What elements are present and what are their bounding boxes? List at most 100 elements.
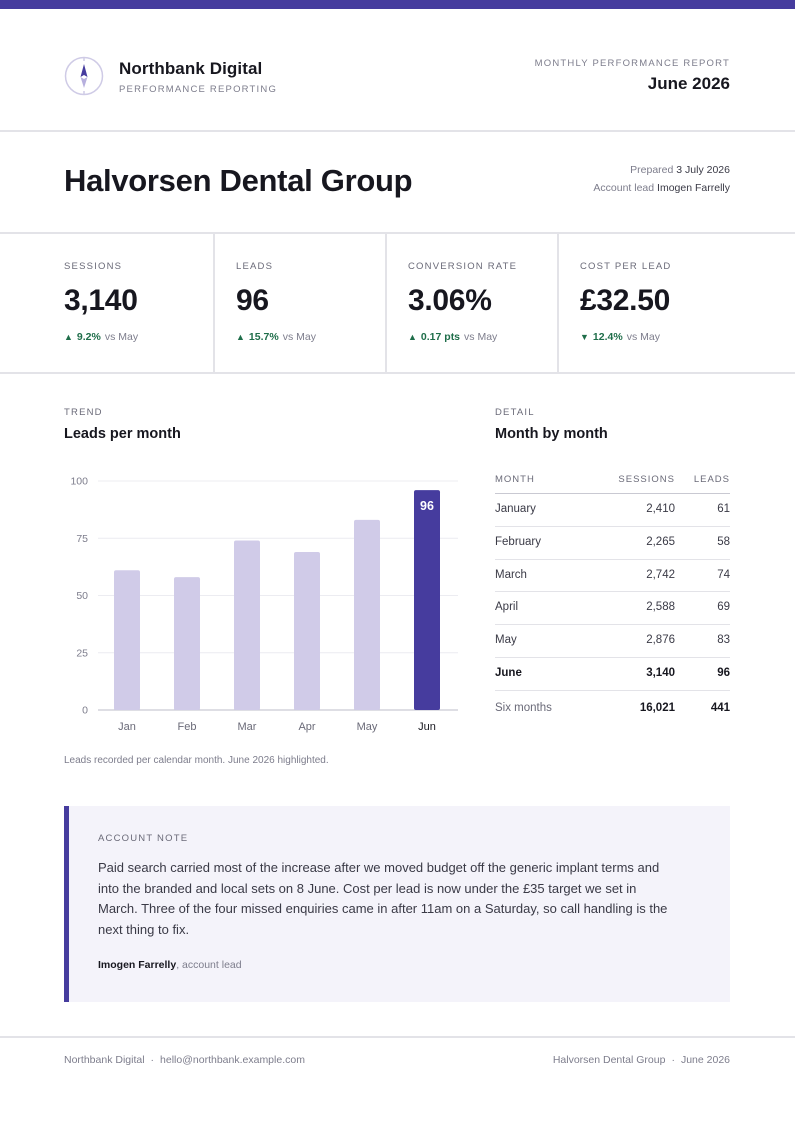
trend-title: Leads per month <box>64 426 181 442</box>
bar-data-label: 96 <box>420 499 434 513</box>
footer-divider <box>0 1036 795 1038</box>
kpi-card-leads: LEADS 96 ▲ 15.7% vs May <box>215 234 387 372</box>
prepared-value: 3 July 2026 <box>676 164 730 176</box>
y-tick-label: 50 <box>76 590 88 602</box>
column-header-leads: LEADS <box>693 474 730 485</box>
cell-month: May <box>495 634 517 647</box>
kpi-compare-label: vs May <box>282 331 316 343</box>
note-author-role: , account lead <box>176 959 242 971</box>
cell-sessions: 2,588 <box>646 601 675 614</box>
x-tick-label: Apr <box>298 721 315 733</box>
kpi-card-cost-per-lead: COST PER LEAD £32.50 ▼ 12.4% vs May <box>559 234 795 372</box>
kpi-change-value: 9.2% <box>76 331 101 343</box>
cell-sessions: 2,265 <box>646 535 675 548</box>
client-band: Halvorsen Dental Group Prepared 3 July 2… <box>0 132 795 234</box>
x-tick-label: Feb <box>178 721 197 733</box>
trend-up-icon: ▲ <box>408 332 417 342</box>
cell-month: January <box>495 503 536 515</box>
kpi-value: 3.06% <box>408 284 492 317</box>
chart-caption: Leads recorded per calendar month. June … <box>64 755 329 766</box>
bar-highlighted <box>414 490 440 710</box>
bar <box>174 577 200 710</box>
kpi-row: SESSIONS 3,140 ▲ 9.2% vs May LEADS 96 ▲ 15.… <box>0 234 795 374</box>
cell-total-leads: 441 <box>710 701 730 714</box>
bar <box>294 551 320 710</box>
cell-leads: 69 <box>717 601 730 614</box>
cell-month: February <box>495 535 542 548</box>
cell-leads: 58 <box>717 535 730 548</box>
kpi-compare-label: vs May <box>626 331 660 343</box>
bar <box>354 519 380 710</box>
x-tick-label: May <box>357 721 378 733</box>
accent-top-bar <box>0 0 795 9</box>
trend-down-icon: ▼ <box>580 332 589 342</box>
footer-client: Halvorsen Dental Group <box>552 1054 666 1066</box>
account-lead-name: Imogen Farrelly <box>657 182 730 194</box>
footer-right: Halvorsen Dental Group · June 2026 <box>553 1054 730 1066</box>
table-row: May 2,876 83 <box>495 625 730 658</box>
kpi-value: 3,140 <box>64 284 138 317</box>
kpi-label: COST PER LEAD <box>580 261 672 272</box>
kpi-value: £32.50 <box>580 284 670 317</box>
footer-separator: · <box>150 1054 155 1066</box>
table-row-highlighted: June 3,140 96 <box>495 658 730 691</box>
account-lead: Account lead Imogen Farrelly <box>593 182 730 194</box>
column-header-sessions: SESSIONS <box>618 474 675 485</box>
kpi-change: ▲ 0.17 pts vs May <box>408 331 497 343</box>
note-signature: Imogen Farrelly, account lead <box>98 959 242 971</box>
compass-icon <box>64 56 104 96</box>
kpi-change: ▲ 15.7% vs May <box>236 331 316 343</box>
cell-month: March <box>495 568 527 581</box>
account-lead-label: Account lead <box>593 182 655 194</box>
kpi-card-conversion-rate: CONVERSION RATE 3.06% ▲ 0.17 pts vs May <box>387 234 559 372</box>
kpi-label: CONVERSION RATE <box>408 261 518 272</box>
cell-month: April <box>495 601 519 614</box>
report-type-label: MONTHLY PERFORMANCE REPORT <box>534 58 730 69</box>
note-author: Imogen Farrelly <box>98 959 177 971</box>
footer-email: hello@northbank.example.com <box>160 1054 305 1066</box>
bar <box>234 540 260 710</box>
trend-up-icon: ▲ <box>64 332 73 342</box>
footer-company: Northbank Digital <box>64 1054 145 1066</box>
kpi-change-value: 15.7% <box>248 331 279 343</box>
account-note: ACCOUNT NOTE Paid search carried most of… <box>64 806 730 1002</box>
trend-up-icon: ▲ <box>236 332 245 342</box>
kpi-label: LEADS <box>236 261 274 272</box>
x-tick-label: Mar <box>238 721 257 733</box>
x-tick-label: Jan <box>118 721 136 733</box>
cell-leads: 96 <box>717 666 730 679</box>
kpi-label: SESSIONS <box>64 261 123 272</box>
cell-leads: 74 <box>717 568 730 581</box>
prepared-label: Prepared <box>630 164 674 176</box>
cell-leads: 83 <box>717 634 730 647</box>
table-row: February 2,265 58 <box>495 527 730 560</box>
footer-period: June 2026 <box>680 1054 730 1066</box>
kpi-change: ▲ 9.2% vs May <box>64 331 138 343</box>
cell-sessions: 2,410 <box>646 503 675 515</box>
cell-sessions: 3,140 <box>646 666 675 679</box>
brand-subtitle: PERFORMANCE REPORTING <box>119 84 278 95</box>
kpi-card-sessions: SESSIONS 3,140 ▲ 9.2% vs May <box>0 234 215 372</box>
footer-left: Northbank Digital · hello@northbank.exampl… <box>64 1054 305 1066</box>
brand-name: Northbank Digital <box>119 59 263 78</box>
y-tick-label: 25 <box>76 647 88 659</box>
trend-eyebrow: TREND <box>64 407 103 418</box>
client-name: Halvorsen Dental Group <box>64 163 413 198</box>
prepared-date: Prepared 3 July 2026 <box>630 164 730 176</box>
x-tick-label: Jun <box>418 721 436 733</box>
kpi-change: ▼ 12.4% vs May <box>580 331 660 343</box>
note-body: Paid search carried most of the increase… <box>98 860 668 937</box>
kpi-compare-label: vs May <box>104 331 139 343</box>
kpi-change-value: 0.17 pts <box>420 331 461 343</box>
footer-separator: · <box>671 1054 675 1066</box>
cell-sessions: 2,876 <box>646 634 675 647</box>
cell-sessions: 2,742 <box>646 568 675 581</box>
table-total-row: Six months 16,021 441 <box>495 691 730 725</box>
note-label: ACCOUNT NOTE <box>98 833 189 844</box>
table-header-row: MONTH SESSIONS LEADS <box>495 469 730 494</box>
y-tick-label: 0 <box>82 705 88 717</box>
cell-total-sessions: 16,021 <box>639 701 675 714</box>
cell-month: June <box>495 666 522 679</box>
detail-title: Month by month <box>495 426 608 442</box>
cell-leads: 61 <box>717 503 730 515</box>
